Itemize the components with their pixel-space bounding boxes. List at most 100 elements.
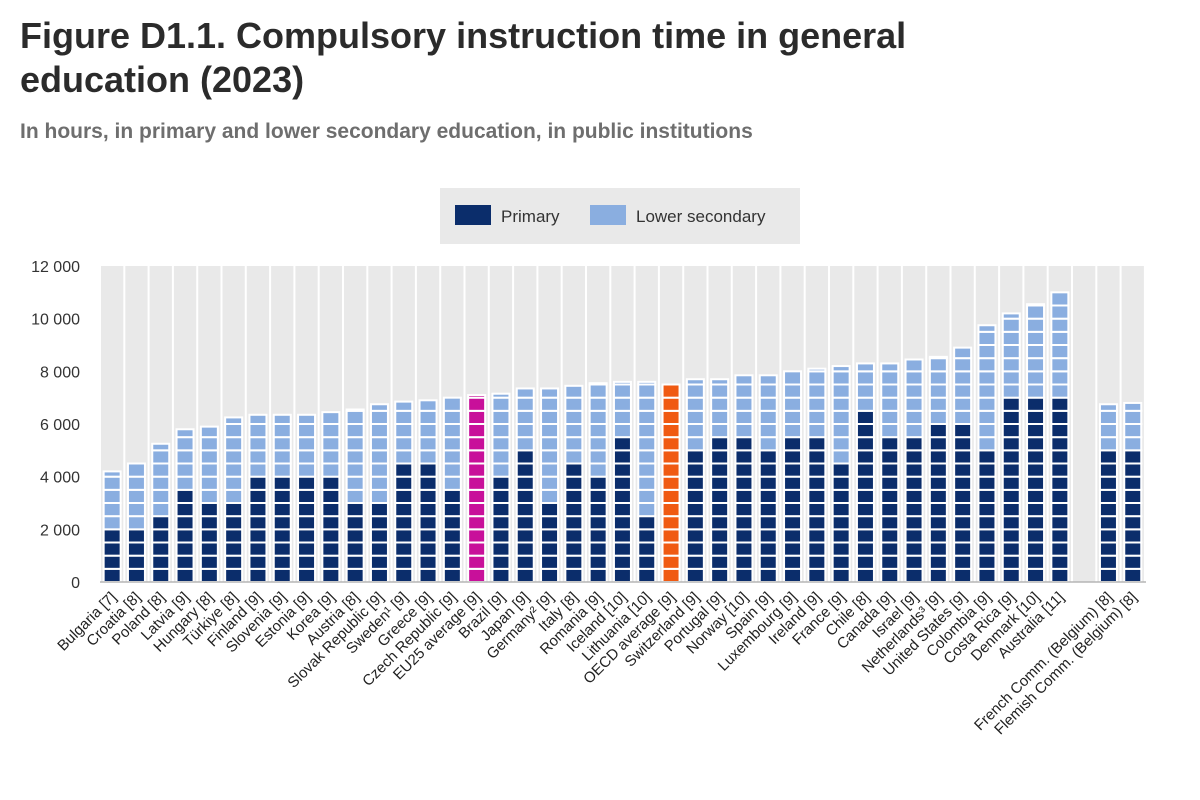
bar-segment-primary bbox=[491, 567, 511, 583]
bar-segment-primary bbox=[297, 488, 317, 505]
bar-segment-primary bbox=[734, 475, 754, 491]
bar-segment-lower-secondary bbox=[588, 382, 608, 386]
bar-segment-primary bbox=[418, 502, 438, 518]
bar-segment-primary bbox=[1050, 449, 1070, 465]
bar-segment-primary bbox=[1001, 436, 1021, 452]
bar-segment-primary bbox=[710, 502, 730, 518]
bar-segment-lower-secondary bbox=[297, 436, 317, 452]
bar-segment-primary bbox=[394, 567, 414, 583]
bar-segment-primary bbox=[783, 449, 803, 465]
bar-segment-primary bbox=[442, 488, 462, 505]
bar-segment-primary bbox=[612, 488, 632, 505]
bar-segment-lower-secondary bbox=[1050, 370, 1070, 386]
bar-stack bbox=[175, 428, 195, 583]
bar-segment-primary bbox=[369, 554, 389, 570]
bar-segment-primary bbox=[831, 502, 851, 518]
bar-segment-lower-secondary bbox=[758, 396, 778, 412]
bar-segment-primary bbox=[928, 475, 948, 491]
bar-segment-primary bbox=[977, 541, 997, 557]
bar-segment-primary bbox=[1123, 488, 1143, 505]
bar-segment-lower-secondary bbox=[880, 383, 900, 399]
bar-segment-primary bbox=[467, 515, 487, 531]
bar-stack bbox=[540, 387, 560, 583]
bar-segment-lower-secondary bbox=[588, 449, 608, 465]
bar-segment-lower-secondary bbox=[297, 462, 317, 478]
bar-segment-primary bbox=[345, 515, 365, 531]
bar-segment-lower-secondary bbox=[199, 436, 219, 452]
bar-segment-primary bbox=[1050, 567, 1070, 583]
bar-segment-primary bbox=[661, 423, 681, 439]
y-axis: 0 2 000 4 000 6 000 8 000 10 000 12 000 bbox=[31, 259, 80, 592]
bar-segment-primary bbox=[515, 515, 535, 531]
bar-segment-primary bbox=[321, 475, 341, 491]
bar-segment-lower-secondary bbox=[564, 396, 584, 412]
bar-segment-primary bbox=[637, 528, 657, 544]
bar-segment-lower-secondary bbox=[831, 409, 851, 426]
bar-segment-lower-secondary bbox=[783, 383, 803, 399]
bar-segment-primary bbox=[880, 449, 900, 465]
bar-segment-lower-secondary bbox=[540, 475, 560, 491]
bar-segment-lower-secondary bbox=[758, 423, 778, 439]
bar-segment-primary bbox=[491, 528, 511, 544]
bar-segment-lower-secondary bbox=[102, 502, 122, 518]
bar-stack bbox=[612, 380, 632, 583]
bar-segment-primary bbox=[151, 515, 171, 531]
bar-segment-primary bbox=[710, 528, 730, 544]
bar-segment-primary bbox=[467, 462, 487, 478]
bar-segment-primary bbox=[126, 554, 146, 570]
bar-segment-primary bbox=[345, 567, 365, 583]
bar-segment-primary bbox=[224, 515, 244, 531]
bar-segment-primary bbox=[612, 567, 632, 583]
bar-segment-primary bbox=[953, 449, 973, 465]
bar-segment-primary bbox=[758, 462, 778, 478]
bar-segment-primary bbox=[807, 554, 827, 570]
bar-stack bbox=[151, 442, 171, 583]
bar-segment-primary bbox=[977, 515, 997, 531]
bar-segment-primary bbox=[1001, 488, 1021, 505]
bar-segment-primary bbox=[442, 528, 462, 544]
bar-segment-lower-secondary bbox=[1123, 436, 1143, 452]
bar-segment-primary bbox=[126, 541, 146, 557]
bar-segment-primary bbox=[467, 475, 487, 491]
bar-segment-primary bbox=[126, 567, 146, 583]
bar-segment-lower-secondary bbox=[637, 502, 657, 518]
bar-segment-primary bbox=[953, 488, 973, 505]
bar-segment-primary bbox=[272, 567, 292, 583]
bar-segment-primary bbox=[685, 449, 705, 465]
bar-segment-primary bbox=[880, 554, 900, 570]
bar-segment-primary bbox=[855, 462, 875, 478]
bar-segment-lower-secondary bbox=[564, 409, 584, 426]
bar-segment-primary bbox=[685, 502, 705, 518]
bar-segment-lower-secondary bbox=[369, 436, 389, 452]
bar-stack bbox=[1123, 401, 1143, 583]
bar-segment-primary bbox=[515, 475, 535, 491]
bar-segment-lower-secondary bbox=[442, 436, 462, 452]
bar-segment-lower-secondary bbox=[977, 396, 997, 412]
bar-segment-primary bbox=[1026, 436, 1046, 452]
bar-segment-primary bbox=[1026, 409, 1046, 426]
bar-segment-lower-secondary bbox=[734, 383, 754, 399]
bar-segment-primary bbox=[248, 515, 268, 531]
bar-segment-lower-secondary bbox=[540, 423, 560, 439]
bar-segment-lower-secondary bbox=[248, 413, 268, 425]
bar-segment-primary bbox=[248, 475, 268, 491]
bar-stack bbox=[442, 396, 462, 583]
bar-segment-primary bbox=[612, 449, 632, 465]
bar-segment-lower-secondary bbox=[1001, 370, 1021, 386]
bar-segment-lower-secondary bbox=[758, 409, 778, 426]
bar-segment-lower-secondary bbox=[710, 396, 730, 412]
bar-segment-lower-secondary bbox=[758, 436, 778, 452]
bar-segment-primary bbox=[248, 541, 268, 557]
bar-segment-lower-secondary bbox=[1050, 304, 1070, 320]
bar-segment-primary bbox=[831, 475, 851, 491]
bar-segment-primary bbox=[297, 541, 317, 557]
bar-segment-lower-secondary bbox=[540, 387, 560, 399]
bar-segment-lower-secondary bbox=[394, 449, 414, 465]
bar-segment-lower-secondary bbox=[126, 502, 146, 518]
bar-segment-primary bbox=[199, 554, 219, 570]
bar-segment-primary bbox=[515, 554, 535, 570]
bar-segment-primary bbox=[637, 541, 657, 557]
bar-segment-primary bbox=[880, 528, 900, 544]
bar-segment-lower-secondary bbox=[807, 383, 827, 399]
bar-segment-primary bbox=[1098, 567, 1118, 583]
